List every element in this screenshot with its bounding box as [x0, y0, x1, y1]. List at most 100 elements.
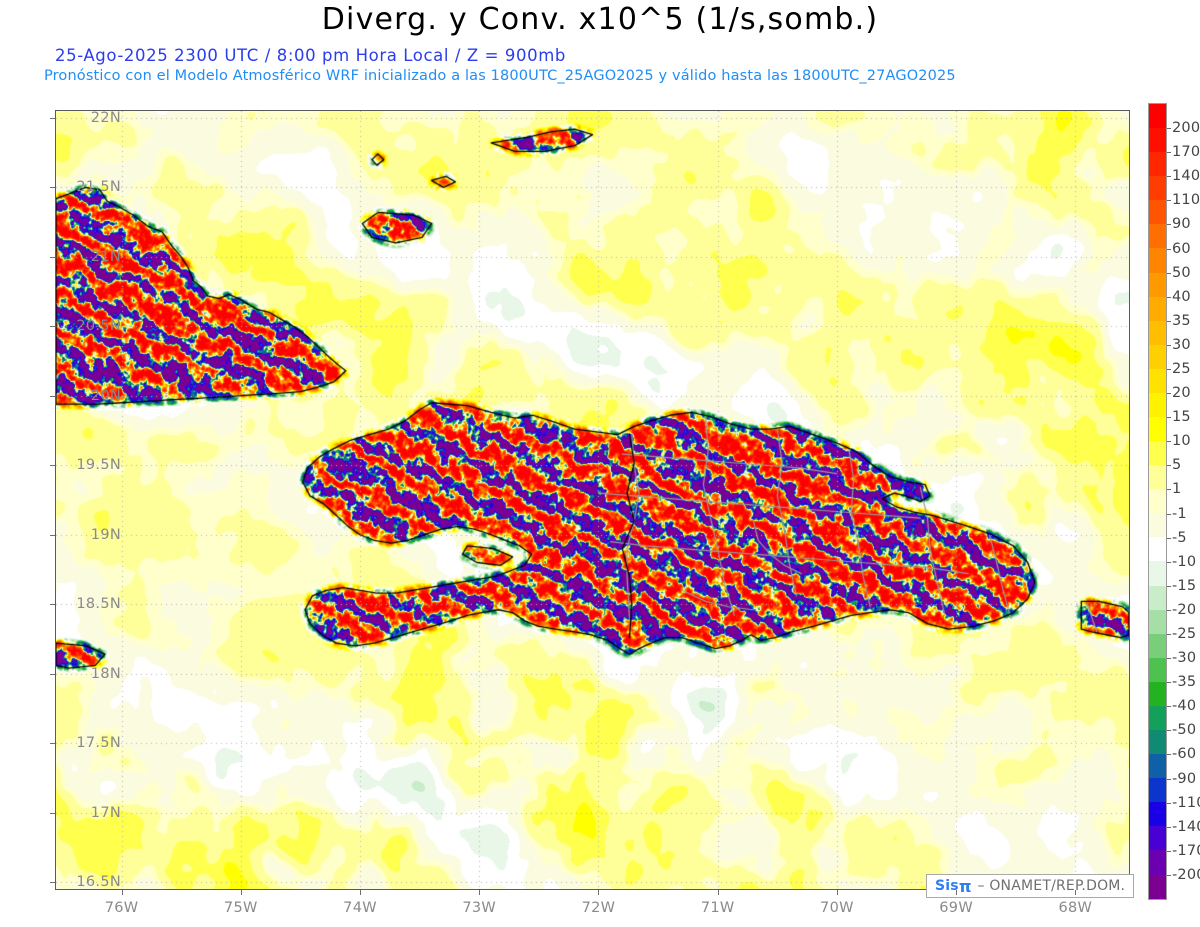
- colorbar-segment: [1149, 272, 1166, 297]
- y-axis-tick: [50, 117, 55, 119]
- colorbar-tick-label: 40: [1172, 288, 1191, 305]
- colorbar-segment: [1149, 200, 1166, 225]
- colorbar-tick-label: -110: [1172, 794, 1200, 811]
- colorbar-tick: [1167, 609, 1171, 611]
- colorbar-segment: [1149, 152, 1166, 177]
- colorbar-tick: [1167, 706, 1171, 708]
- x-axis-tick: [240, 890, 242, 895]
- colorbar-segment: [1149, 874, 1166, 899]
- colorbar-tick: [1167, 441, 1171, 443]
- colorbar-tick-label: -15: [1172, 577, 1197, 594]
- colorbar-segment: [1149, 224, 1166, 249]
- colorbar-tick-label: -5: [1172, 529, 1187, 546]
- page-title: Diverg. y Conv. x10^5 (1/s,somb.): [321, 2, 879, 37]
- y-axis-tick: [50, 534, 55, 536]
- colorbar-tick-label: -50: [1172, 722, 1197, 739]
- colorbar-tick-label: -140: [1172, 818, 1200, 835]
- colorbar-tick-label: -35: [1172, 674, 1197, 691]
- colorbar-tick-label: -60: [1172, 746, 1197, 763]
- x-axis-tick: [360, 890, 362, 895]
- x-axis-tick: [598, 890, 600, 895]
- x-axis-tick-label: 69W: [939, 900, 973, 916]
- colorbar-tick: [1167, 537, 1171, 539]
- colorbar-tick: [1167, 369, 1171, 370]
- colorbar-segment: [1149, 705, 1166, 731]
- colorbar-tick: [1167, 176, 1171, 178]
- colorbar-tick: [1167, 489, 1171, 491]
- y-axis-tick-label: 22N: [90, 109, 121, 126]
- colorbar-tick-label: 50: [1172, 264, 1191, 281]
- coastline-layer: [56, 111, 1129, 889]
- y-axis-tick: [50, 743, 55, 745]
- colorbar-segment: [1149, 754, 1166, 779]
- forecast-model-description: Pronóstico con el Modelo Atmosférico WRF…: [44, 68, 956, 84]
- colorbar-tick-label: -170: [1172, 842, 1200, 859]
- colorbar-tick: [1167, 682, 1171, 684]
- colorbar-segment: [1149, 730, 1166, 755]
- forecast-valid-time: 25-Ago-2025 2300 UTC / 8:00 pm Hora Loca…: [55, 46, 566, 65]
- colorbar-segment: [1149, 513, 1166, 538]
- x-axis-tick-label: 74W: [343, 900, 377, 916]
- colorbar-tick-label: -1: [1172, 505, 1187, 522]
- colorbar-tick-label: -30: [1172, 650, 1197, 667]
- y-axis-tick: [50, 673, 55, 675]
- y-axis-tick: [50, 882, 55, 884]
- colorbar-tick: [1167, 248, 1171, 250]
- colorbar-segment: [1149, 465, 1166, 490]
- y-axis-tick-label: 21N: [90, 248, 121, 265]
- y-axis-tick: [50, 187, 55, 189]
- colorbar-tick-label: -90: [1172, 770, 1197, 787]
- colorbar-tick-label: 5: [1172, 457, 1182, 474]
- x-axis-tick: [121, 890, 123, 895]
- colorbar-tick-label: 15: [1172, 409, 1191, 426]
- map-plot-area[interactable]: [55, 110, 1130, 890]
- x-axis-tick-label: 71W: [700, 900, 735, 916]
- colorbar-segment: [1149, 681, 1166, 706]
- colorbar-tick: [1167, 585, 1171, 587]
- y-axis-tick-label: 17N: [90, 804, 121, 821]
- colorbar-segment: [1149, 392, 1166, 418]
- colorbar-tick-label: -20: [1172, 601, 1197, 618]
- y-axis-tick-label: 19N: [90, 526, 121, 543]
- colorbar-tick: [1167, 754, 1171, 756]
- colorbar-segment: [1149, 850, 1166, 875]
- colorbar-segment: [1149, 176, 1166, 201]
- colorbar-tick-label: 30: [1172, 336, 1191, 353]
- colorbar-segment: [1149, 128, 1166, 153]
- colorbar-tick-label: 60: [1172, 240, 1191, 257]
- y-axis-tick: [50, 465, 55, 467]
- x-axis-tick-label: 75W: [223, 900, 258, 916]
- organization-label: – ONAMET/REP.DOM.: [977, 878, 1126, 894]
- colorbar-tick: [1167, 200, 1171, 202]
- colorbar-tick: [1167, 320, 1171, 322]
- credit-watermark: Sis π – ONAMET/REP.DOM.: [926, 874, 1135, 898]
- colorbar-segment: [1149, 368, 1166, 393]
- x-axis-tick: [479, 890, 481, 895]
- colorbar-tick-label: 200: [1172, 120, 1200, 137]
- colorbar-tick: [1167, 513, 1171, 515]
- colorbar-tick-label: -200: [1172, 866, 1200, 883]
- colorbar: [1148, 103, 1167, 900]
- colorbar-tick: [1167, 730, 1171, 732]
- colorbar-tick-label: 1: [1172, 481, 1182, 498]
- x-axis-tick: [1075, 890, 1077, 895]
- y-axis-tick: [50, 395, 55, 397]
- colorbar-tick-label: 110: [1172, 192, 1200, 209]
- colorbar-segment: [1149, 561, 1166, 586]
- colorbar-tick: [1167, 850, 1171, 852]
- colorbar-tick: [1167, 874, 1171, 876]
- colorbar-segment: [1149, 248, 1166, 273]
- x-axis-tick-label: 70W: [820, 900, 854, 916]
- colorbar-tick: [1167, 658, 1171, 660]
- colorbar-tick: [1167, 296, 1171, 298]
- colorbar-segment: [1149, 537, 1166, 562]
- colorbar-tick: [1167, 778, 1171, 780]
- colorbar-segment: [1149, 489, 1166, 514]
- colorbar-tick-label: 25: [1172, 361, 1191, 377]
- y-axis-tick: [50, 256, 55, 258]
- colorbar-segment: [1149, 104, 1166, 129]
- y-axis-tick-label: 19.5N: [76, 457, 121, 474]
- x-axis-tick: [956, 890, 958, 895]
- colorbar-segment: [1149, 826, 1166, 851]
- y-axis-tick: [50, 326, 55, 328]
